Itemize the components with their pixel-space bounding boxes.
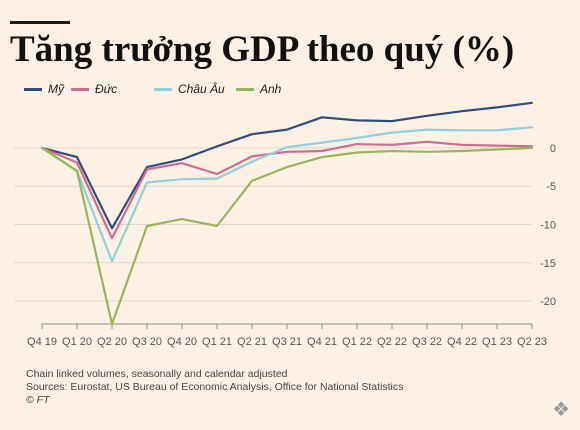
x-tick-label: Q1 22 (342, 336, 372, 348)
x-tick-label: Q3 21 (272, 336, 302, 348)
x-tick-label: Q2 23 (517, 336, 547, 348)
legend-label: Châu Âu (178, 82, 225, 96)
y-tick-label: -10 (540, 219, 556, 231)
y-tick-label: -5 (546, 181, 556, 193)
x-tick-label: Q4 21 (307, 336, 337, 348)
x-tick-label: Q2 22 (377, 336, 407, 348)
x-tick-label: Q1 20 (62, 336, 92, 348)
x-tick-label: Q1 21 (202, 336, 232, 348)
x-tick-label: Q4 20 (167, 336, 197, 348)
x-tick-label: Q4 19 (27, 336, 57, 348)
legend-item-my: Mỹ (24, 82, 64, 96)
legend-swatch (154, 87, 172, 91)
sources: Sources: Eurostat, US Bureau of Economic… (26, 381, 404, 393)
credit: © FT (26, 394, 50, 406)
x-tick-label: Q4 22 (447, 336, 477, 348)
series-line (40, 126, 534, 263)
y-tick-label: -20 (540, 296, 556, 308)
legend-label: Mỹ (48, 82, 64, 96)
series-line (40, 101, 534, 230)
legend-swatch (24, 87, 42, 91)
legend-swatch (236, 87, 254, 91)
legend: Mỹ Đức Châu Âu Anh (0, 82, 580, 98)
x-tick-label: Q3 20 (132, 336, 162, 348)
legend-swatch (71, 87, 89, 91)
legend-label: Anh (260, 82, 282, 96)
legend-item-duc: Đức (71, 82, 117, 96)
x-tick-label: Q3 22 (412, 336, 442, 348)
series-line (40, 140, 534, 240)
legend-label: Đức (95, 82, 118, 96)
footnote: Chain linked volumes, seasonally and cal… (26, 368, 288, 380)
series-line (40, 146, 534, 326)
tag-icon: ❖ (552, 399, 570, 421)
y-tick-label: -15 (540, 258, 556, 270)
y-tick-label: 0 (550, 143, 556, 155)
x-tick-label: Q2 21 (237, 336, 267, 348)
x-tick-label: Q1 23 (482, 336, 512, 348)
legend-item-anh: Anh (236, 82, 281, 96)
title-rule (10, 21, 70, 24)
chart-title: Tăng trưởng GDP theo quý (%) (10, 29, 515, 70)
legend-item-chau-au: Châu Âu (154, 82, 225, 96)
x-tick-label: Q2 20 (97, 336, 127, 348)
